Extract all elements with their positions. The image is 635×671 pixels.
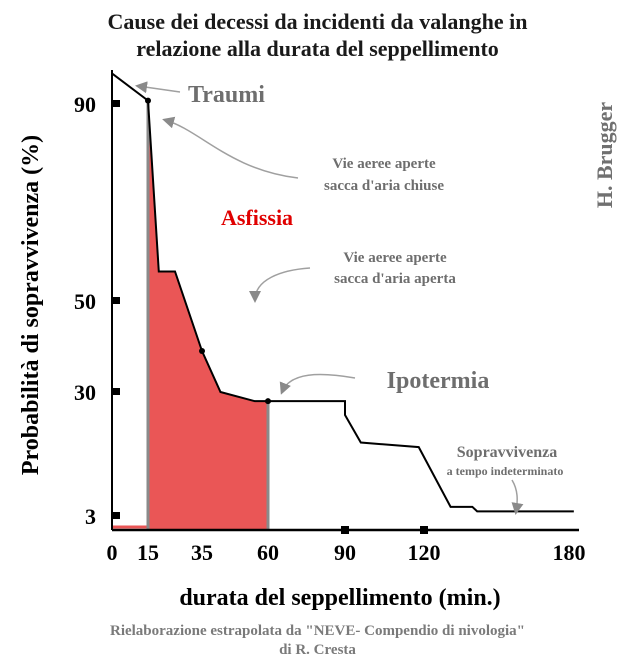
y-axis-title: Probabilità di sopravvivenza (%)	[18, 135, 44, 475]
y-tick-mark-30	[113, 388, 120, 395]
annotation-airway-closed-1: Vie aeree aperte	[332, 156, 436, 172]
author-credit: H. Brugger	[592, 102, 617, 209]
x-tick-label-0: 0	[107, 540, 118, 565]
x-tick-mark-90	[341, 526, 349, 534]
x-tick-label-60: 60	[257, 540, 279, 565]
x-tick-label-15: 15	[137, 540, 159, 565]
arrow-airway-closed	[162, 116, 299, 179]
x-tick-mark-120	[420, 526, 428, 534]
annotation-traumi: Traumi	[188, 82, 265, 108]
annotation-ipotermia: Ipotermia	[387, 368, 490, 394]
y-tick-label-50: 50	[74, 289, 96, 314]
x-tick-label-90: 90	[334, 540, 356, 565]
chart-title-line-2: relazione alla durata del seppellimento	[136, 36, 499, 61]
curve-marker-2	[265, 398, 271, 405]
annotation-airway-open-1: Vie aeree aperte	[343, 250, 447, 266]
chart-title-line-1: Cause dei decessi da incidenti da valang…	[107, 9, 528, 34]
arrow-airway-open	[249, 267, 311, 303]
annotation-airway-open-2: sacca d'aria aperta	[334, 271, 456, 287]
source-line-1: Rielaborazione estrapolata da "NEVE- Com…	[109, 623, 525, 639]
arrow-survival	[511, 479, 524, 515]
y-tick-mark-50	[113, 297, 120, 304]
y-tick-label-90: 90	[74, 92, 96, 117]
survival-curve	[111, 72, 574, 513]
arrow-traumi	[135, 81, 181, 94]
asphyxia-region	[148, 100, 268, 530]
y-tick-label-3: 3	[85, 504, 96, 529]
y-tick-mark-3	[113, 512, 120, 519]
x-tick-label-180: 180	[553, 540, 586, 565]
y-tick-label-30: 30	[74, 380, 96, 405]
annotation-airway-closed-2: sacca d'aria chiuse	[324, 178, 444, 194]
y-tick-mark-90	[113, 100, 120, 107]
annotation-survival-2: a tempo indeterminato	[447, 464, 564, 478]
annotation-asfissia: Asfissia	[221, 205, 293, 230]
curve-marker-1	[199, 348, 205, 355]
x-axis-title: durata del seppellimento (min.)	[179, 585, 500, 611]
annotation-survival-1: Sopravvivenza	[457, 444, 557, 461]
source-line-2: di R. Cresta	[279, 642, 356, 658]
x-tick-label-120: 120	[408, 540, 441, 565]
x-tick-label-35: 35	[191, 540, 213, 565]
arrow-ipotermia	[279, 373, 356, 395]
curve-marker-0	[145, 97, 151, 104]
